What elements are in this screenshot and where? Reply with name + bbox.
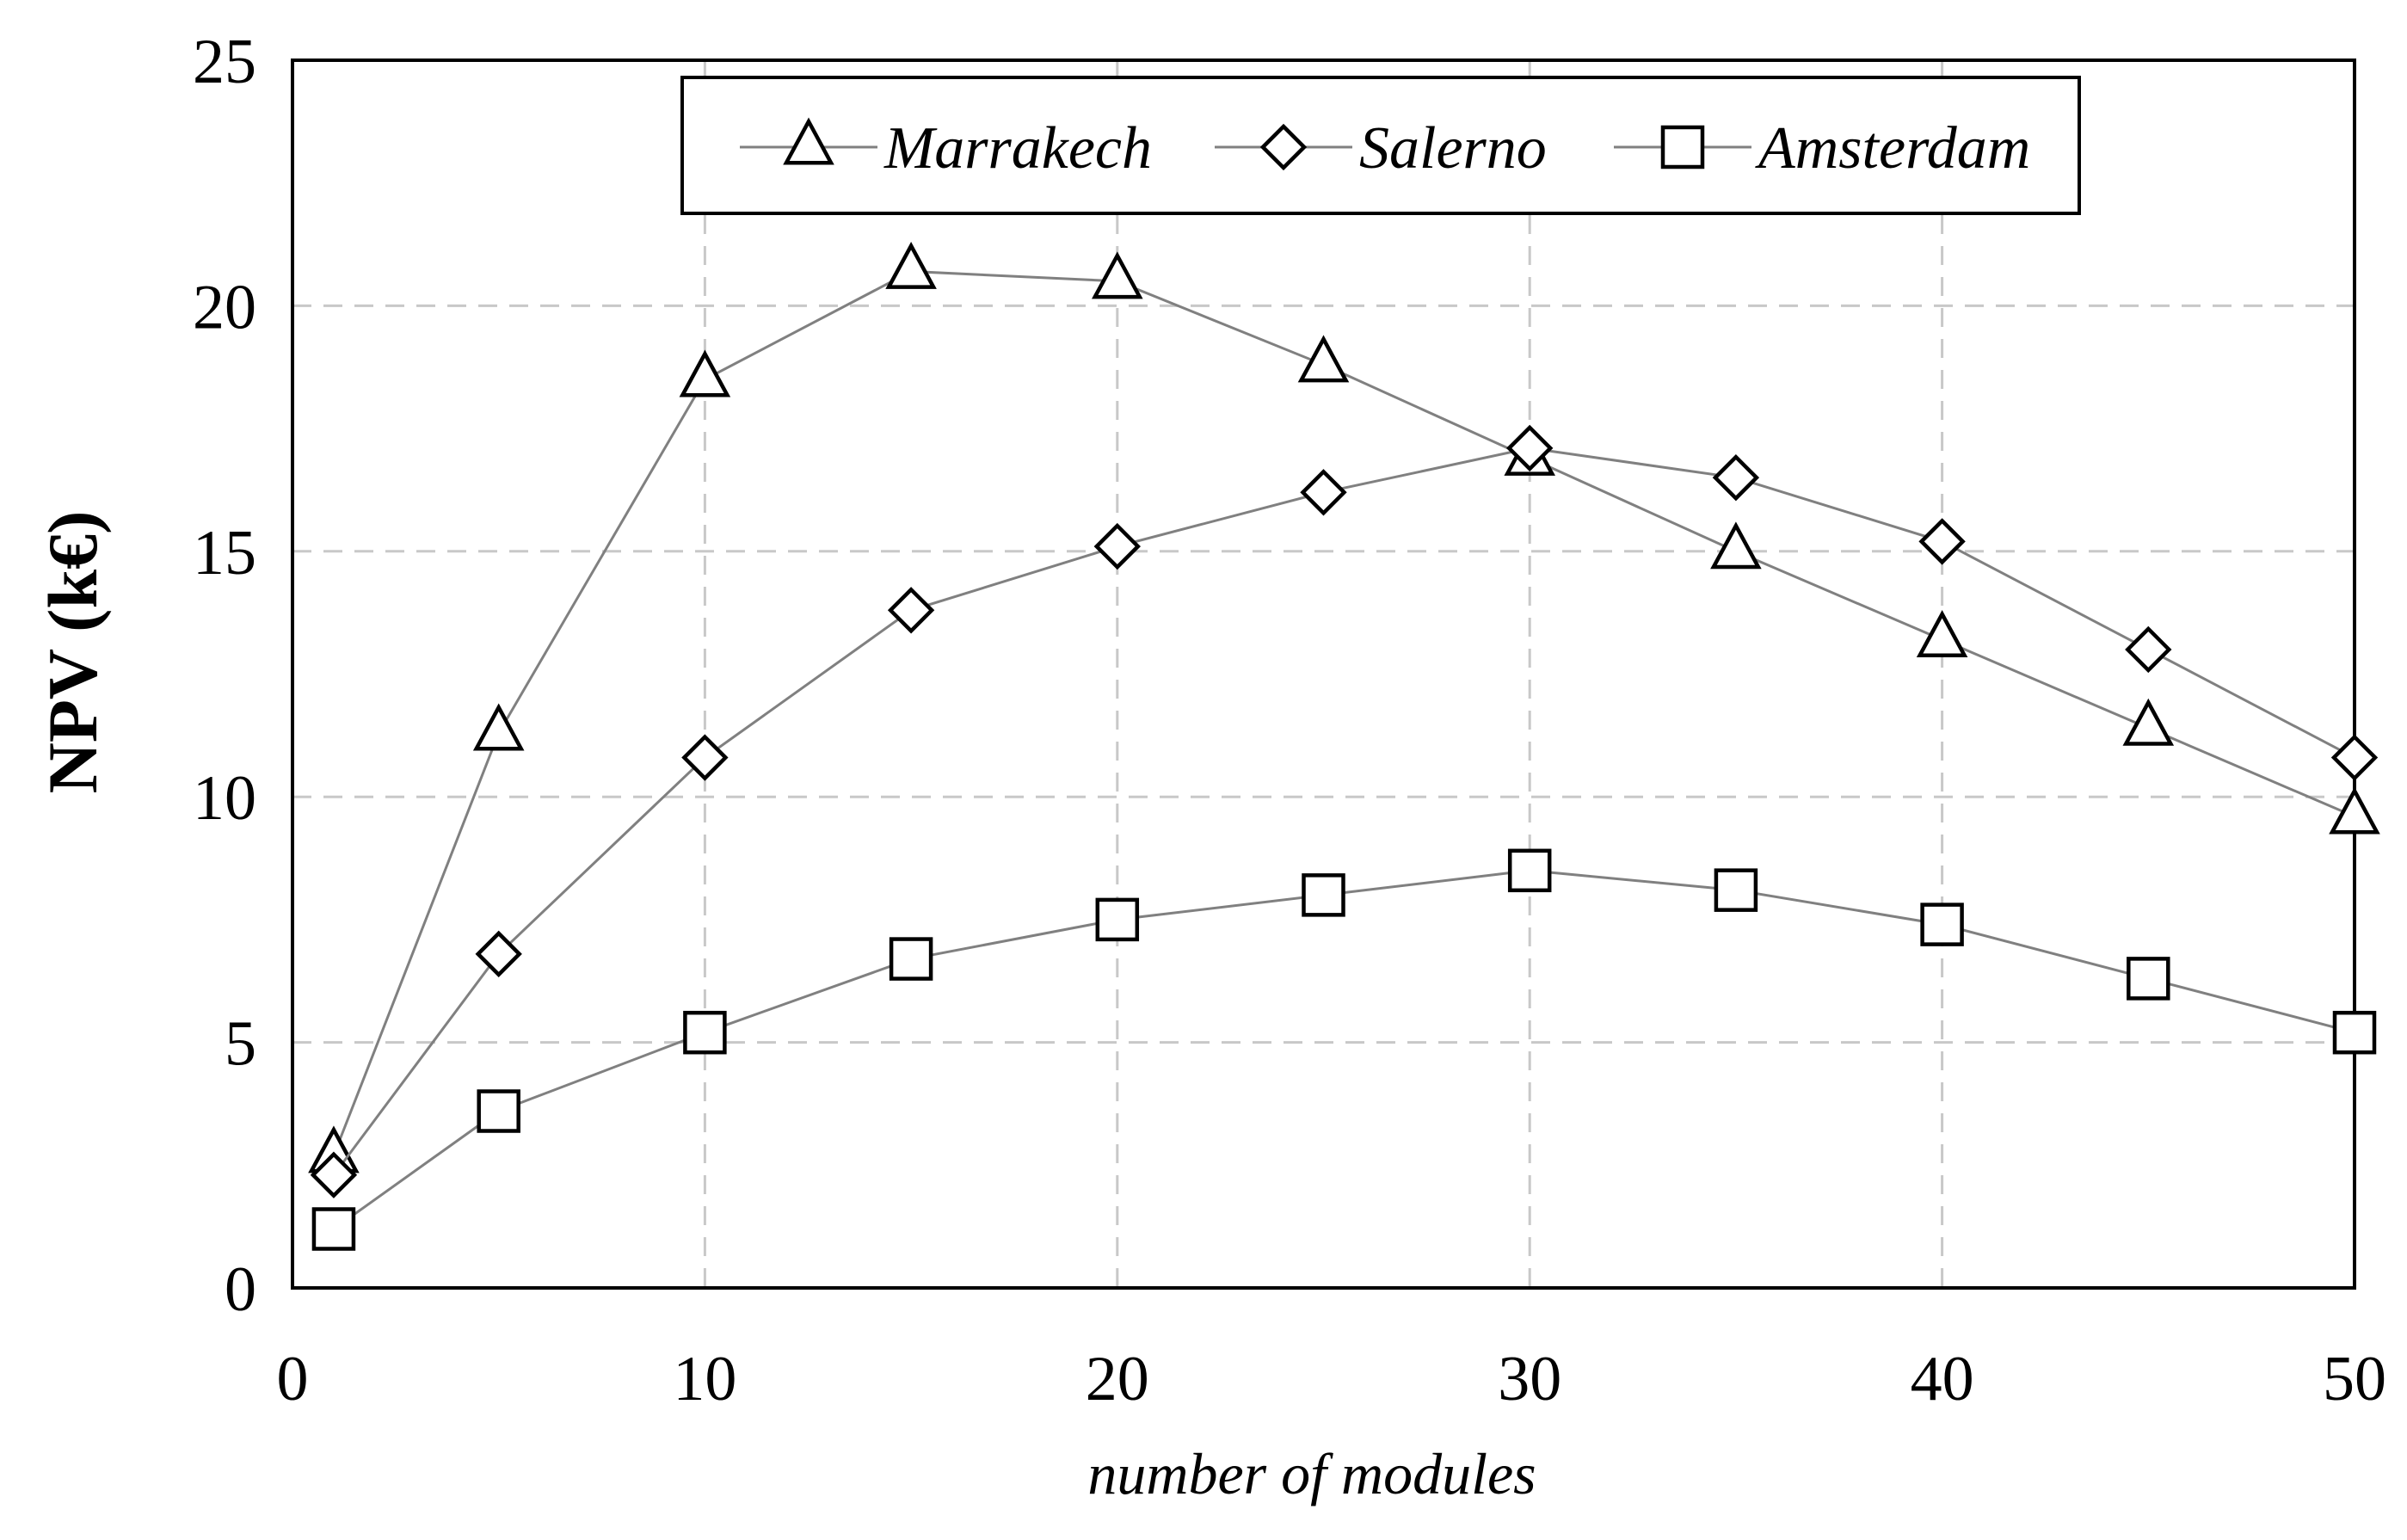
data-point-marrakech (679, 349, 731, 397)
y-tick-label: 25 (193, 27, 256, 97)
data-point-marrakech (2329, 786, 2380, 835)
data-point-salerno (1300, 469, 1347, 516)
x-axis-title: number of modules (1087, 1441, 1536, 1506)
legend: Marrakech Salerno Amsterdam (680, 76, 2081, 215)
data-point-salerno (1093, 522, 1141, 570)
y-tick-label: 15 (193, 518, 256, 588)
axes-layer: 0 5 10 15 20 25 0 10 20 30 40 50 (193, 27, 2386, 1414)
x-tick-label: 10 (673, 1344, 736, 1414)
data-point-amsterdam (683, 1010, 727, 1055)
series-amsterdam (311, 848, 2377, 1251)
series-marrakech (308, 241, 2380, 1173)
data-point-marrakech (472, 703, 525, 751)
series-line-amsterdam (333, 869, 2355, 1230)
legend-marker-amsterdam (1660, 125, 1705, 169)
data-point-amsterdam (1714, 868, 1758, 912)
legend-box (680, 76, 2081, 215)
x-tick-label: 50 (2323, 1344, 2386, 1414)
legend-label-marrakech: Marrakech (883, 115, 1152, 182)
x-tick-label: 0 (277, 1344, 309, 1414)
y-tick-label: 10 (193, 763, 256, 834)
data-point-amsterdam (2332, 1010, 2377, 1055)
data-point-salerno (887, 587, 935, 634)
series-layer (308, 241, 2380, 1251)
data-point-marrakech (1297, 335, 1350, 383)
y-axis-title: NPV (k€) (34, 511, 112, 794)
data-point-amsterdam (2127, 957, 2170, 1001)
y-tick-label: 20 (193, 272, 256, 342)
data-point-marrakech (2122, 698, 2175, 746)
data-point-salerno (681, 734, 729, 781)
x-tick-label: 40 (1911, 1344, 1974, 1414)
data-point-salerno (1918, 518, 1966, 565)
y-tick-label: 0 (225, 1254, 256, 1325)
data-point-salerno (310, 1151, 358, 1198)
data-point-salerno (2125, 625, 2172, 674)
plot-frame (291, 59, 2356, 1290)
data-point-marrakech (1710, 521, 1762, 570)
data-point-salerno (1712, 453, 1760, 502)
series-line-salerno (332, 447, 2355, 1176)
legend-label-salerno: Salerno (1359, 115, 1547, 182)
data-point-amsterdam (889, 937, 933, 981)
data-point-marrakech (885, 241, 937, 289)
y-tick-label: 5 (225, 1009, 256, 1080)
series-salerno (310, 424, 2379, 1198)
data-point-amsterdam (1920, 902, 1964, 946)
data-point-salerno (475, 930, 522, 978)
legend-label-amsterdam: Amsterdam (1755, 115, 2030, 182)
data-point-salerno (2330, 734, 2379, 781)
data-point-amsterdam (311, 1207, 356, 1251)
series-line-marrakech (332, 269, 2355, 1156)
data-point-salerno (1506, 424, 1554, 472)
x-tick-label: 30 (1498, 1344, 1561, 1414)
x-tick-label: 20 (1086, 1344, 1149, 1414)
data-point-marrakech (1916, 610, 1968, 658)
data-point-amsterdam (1507, 848, 1552, 893)
legend-marker-marrakech (783, 117, 834, 165)
data-point-amsterdam (1095, 897, 1140, 942)
legend-marker-salerno (1259, 123, 1308, 171)
data-point-marrakech (1092, 251, 1143, 299)
data-point-amsterdam (477, 1089, 520, 1133)
grid-layer (292, 60, 2355, 1288)
data-point-amsterdam (1302, 873, 1345, 917)
